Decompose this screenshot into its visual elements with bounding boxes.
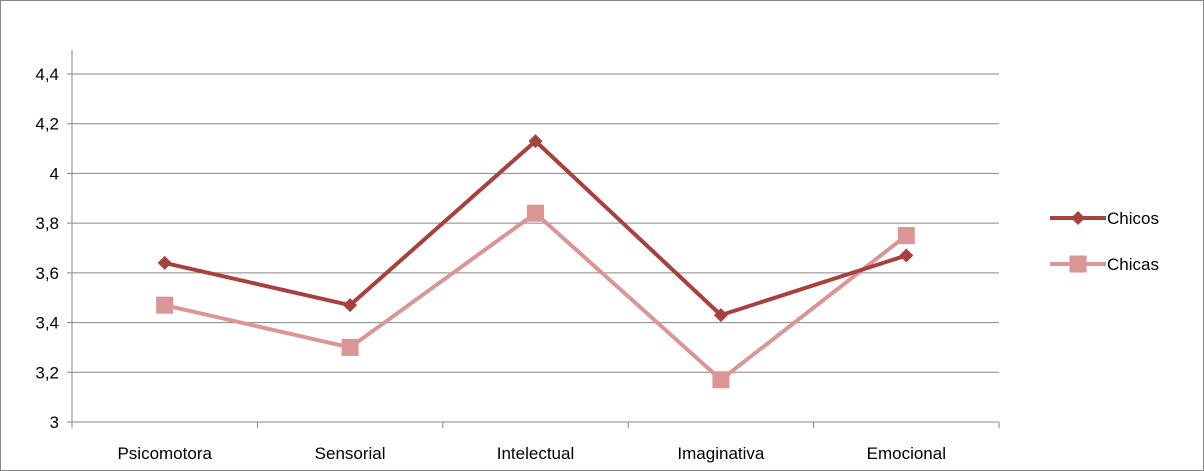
- y-tick-label: 4,4: [35, 65, 59, 84]
- legend-marker: [1071, 211, 1085, 225]
- x-category-label: Emocional: [867, 444, 946, 463]
- legend-item-chicas: Chicas: [1050, 255, 1159, 274]
- series-line: [164, 139, 907, 318]
- legend-marker: [1069, 255, 1087, 273]
- series-chicos: [157, 134, 914, 323]
- data-point: [713, 308, 728, 323]
- data-point: [899, 248, 914, 263]
- data-point: [156, 296, 174, 314]
- y-tick-label: 3: [50, 413, 59, 432]
- data-point: [341, 338, 359, 356]
- y-tick-label: 3,4: [35, 314, 59, 333]
- x-axis-categories: Psicomotora Sensorial Intelectual Imaginati…: [117, 444, 946, 463]
- data-point: [712, 371, 730, 389]
- axes: [67, 50, 1000, 428]
- data-point: [528, 134, 543, 149]
- series-lines: [156, 134, 915, 389]
- y-tick-label: 4: [50, 164, 59, 183]
- y-tick-label: 3,2: [35, 363, 59, 382]
- x-category-label: Sensorial: [315, 444, 386, 463]
- data-point: [527, 204, 544, 222]
- y-tick-label: 3,6: [35, 264, 59, 283]
- legend-item-chicos: Chicos: [1050, 209, 1159, 228]
- x-category-label: Imaginativa: [677, 444, 764, 463]
- legend: Chicos Chicas: [1050, 209, 1159, 274]
- gridlines: [72, 73, 999, 373]
- x-category-label: Intelectual: [497, 444, 575, 463]
- data-point: [897, 227, 915, 245]
- data-point: [343, 298, 358, 313]
- x-category-label: Psicomotora: [117, 444, 212, 463]
- series-line: [164, 211, 908, 382]
- series-chicas: [156, 204, 915, 389]
- data-point: [157, 255, 172, 270]
- y-tick-label: 3,8: [35, 214, 59, 233]
- y-tick-label: 4,2: [35, 115, 59, 134]
- y-axis-ticks: 3 3,2 3,4 3,6 3,8 4 4,2 4,4: [35, 65, 59, 432]
- legend-label: Chicos: [1107, 209, 1159, 228]
- legend-label: Chicas: [1107, 255, 1159, 274]
